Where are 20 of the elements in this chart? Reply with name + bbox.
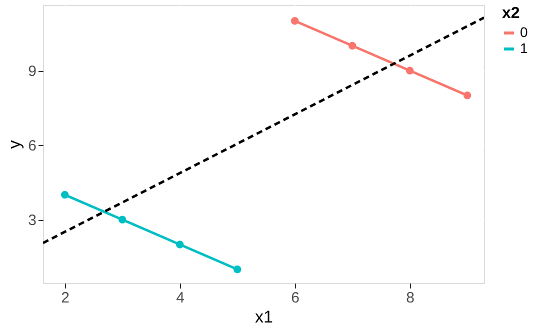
legend-label: 1 <box>520 40 528 56</box>
x-tick-label: 2 <box>61 290 70 306</box>
point <box>406 66 414 74</box>
y-tick-label: 3 <box>28 212 36 230</box>
y-axis-title: y <box>5 140 24 149</box>
y-tick-label: 9 <box>28 63 36 80</box>
y-tick-label: 6 <box>28 138 36 155</box>
x-tick-label: 4 <box>176 290 185 306</box>
point <box>233 265 242 274</box>
point <box>463 92 472 100</box>
point <box>176 240 184 248</box>
point <box>60 190 69 199</box>
x-tick-label: 6 <box>291 290 300 306</box>
legend-label: 0 <box>520 24 528 40</box>
x-axis-title: x1 <box>255 308 273 326</box>
legend-title: x2 <box>502 5 520 22</box>
point <box>290 17 299 25</box>
point <box>118 216 126 224</box>
point <box>348 42 356 50</box>
x-tick-label: 8 <box>406 290 414 306</box>
